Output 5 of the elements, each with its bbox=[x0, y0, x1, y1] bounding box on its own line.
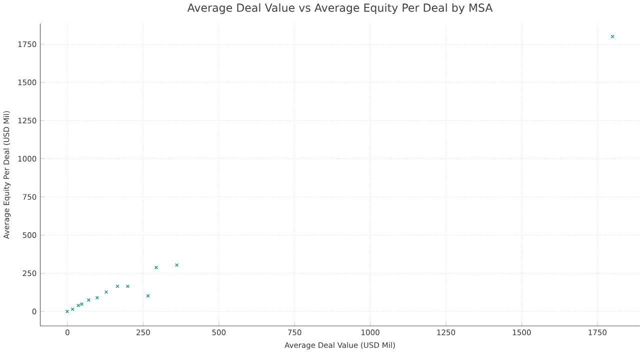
point bbox=[126, 284, 130, 288]
point bbox=[70, 307, 74, 312]
point bbox=[95, 296, 99, 300]
point bbox=[610, 34, 614, 39]
chart-title: Average Deal Value vs Average Equity Per Deal by MSA bbox=[187, 3, 493, 14]
